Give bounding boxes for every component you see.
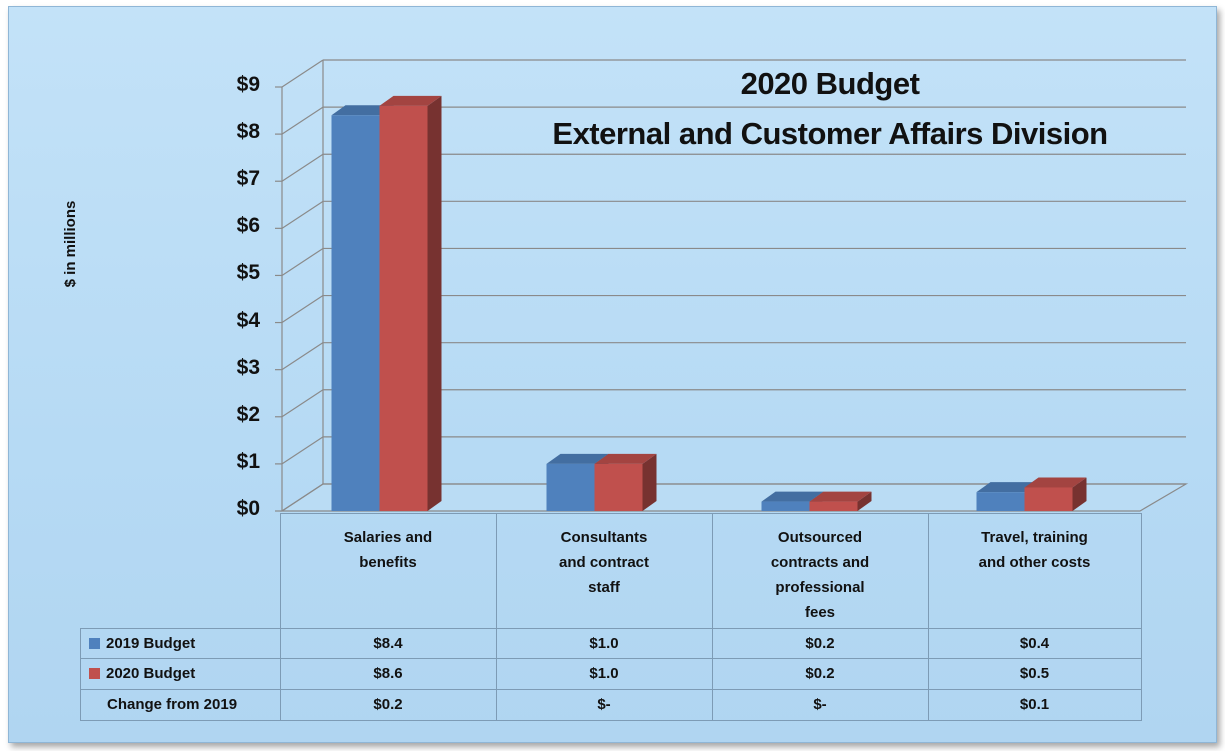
y-tick-label: $1	[236, 449, 260, 473]
gridline-side	[281, 59, 324, 88]
bar	[761, 501, 810, 511]
table-corner	[80, 513, 281, 629]
gridline-side	[281, 483, 324, 512]
y-tick-label: $6	[236, 214, 260, 238]
bar-top	[546, 453, 609, 464]
category-cell: Travel, training and other costs	[927, 513, 1142, 629]
bar-side	[857, 491, 872, 511]
gridline-side	[281, 200, 324, 229]
bar-side	[1072, 477, 1087, 511]
category-label: Salaries and benefits	[343, 529, 433, 571]
gridline-side	[281, 389, 324, 418]
value-cell: $1.0	[495, 627, 713, 659]
value-cell: $0.4	[927, 627, 1142, 659]
series-2020-header: 2020 Budget	[80, 657, 281, 690]
value-cell: $0.1	[927, 688, 1142, 721]
value-cell: $0.2	[279, 688, 497, 721]
y-tick-label: $7	[236, 167, 260, 191]
value-cell: $8.6	[279, 657, 497, 690]
bar-top	[594, 453, 657, 464]
gridline-side	[281, 153, 324, 182]
series-2019-name: 2019 Budget	[106, 634, 196, 652]
bar-top	[1024, 477, 1087, 488]
bar	[546, 463, 595, 511]
category-row: Salaries and benefits Consultants and cont…	[80, 513, 1142, 629]
data-table: Salaries and benefits Consultants and cont…	[80, 513, 1142, 721]
value-cell: $-	[495, 688, 713, 721]
gridline-side	[281, 295, 324, 324]
gridlines	[275, 59, 1189, 512]
bar-side	[427, 95, 442, 511]
y-tick-label: $9	[236, 73, 260, 96]
value-cell: $1.0	[495, 657, 713, 690]
category-label: Travel, training and other costs	[978, 529, 1091, 571]
change-row-header: Change from 2019	[80, 688, 281, 721]
bar	[379, 105, 428, 511]
chart-subtitle: External and Customer Affairs Division	[552, 116, 1108, 151]
category-cell: Outsourced contracts and professional fees	[711, 513, 929, 629]
bar-side	[642, 453, 657, 511]
bar-top	[976, 482, 1039, 493]
gridline-side	[281, 342, 324, 371]
value-cell: $8.4	[279, 627, 497, 659]
category-label: Outsourced contracts and professional fees	[770, 529, 870, 621]
legend-swatch-2020	[89, 668, 100, 679]
value-cell: $0.5	[927, 657, 1142, 690]
gridline-side	[281, 247, 324, 276]
y-tick-label: $2	[236, 402, 260, 426]
y-tick-label: $8	[236, 120, 260, 144]
y-axis-label: $ in millions	[62, 200, 79, 288]
category-cell: Consultants and contract staff	[495, 513, 713, 629]
bar-top	[761, 491, 824, 502]
y-tick-label: $5	[236, 261, 260, 285]
value-cell: $-	[711, 688, 929, 721]
bar-top	[809, 491, 872, 502]
category-label: Consultants and contract staff	[558, 529, 649, 596]
table-row: 2019 Budget $8.4 $1.0 $0.2 $0.4	[80, 627, 1142, 659]
y-tick-label: $3	[236, 355, 260, 379]
bar	[331, 115, 380, 512]
bar	[594, 463, 643, 511]
bar	[976, 492, 1025, 511]
gridline-side	[281, 106, 324, 135]
value-cell: $0.2	[711, 657, 929, 690]
bar-top	[331, 105, 394, 116]
chart-title: 2020 Budget	[740, 66, 920, 101]
series-2019-header: 2019 Budget	[80, 627, 281, 659]
bar	[1024, 487, 1073, 511]
table-row: Change from 2019 $0.2 $- $- $0.1	[80, 688, 1142, 721]
series-2020-name: 2020 Budget	[106, 665, 196, 682]
category-cell: Salaries and benefits	[279, 513, 497, 629]
bars	[331, 95, 1087, 512]
bar-top	[379, 95, 442, 106]
gridline-side	[281, 436, 324, 465]
value-cell: $0.2	[711, 627, 929, 659]
table-row: 2020 Budget $8.6 $1.0 $0.2 $0.5	[80, 657, 1142, 690]
y-tick-label: $4	[236, 308, 260, 332]
bar	[809, 501, 858, 511]
legend-swatch-2019	[89, 637, 100, 649]
